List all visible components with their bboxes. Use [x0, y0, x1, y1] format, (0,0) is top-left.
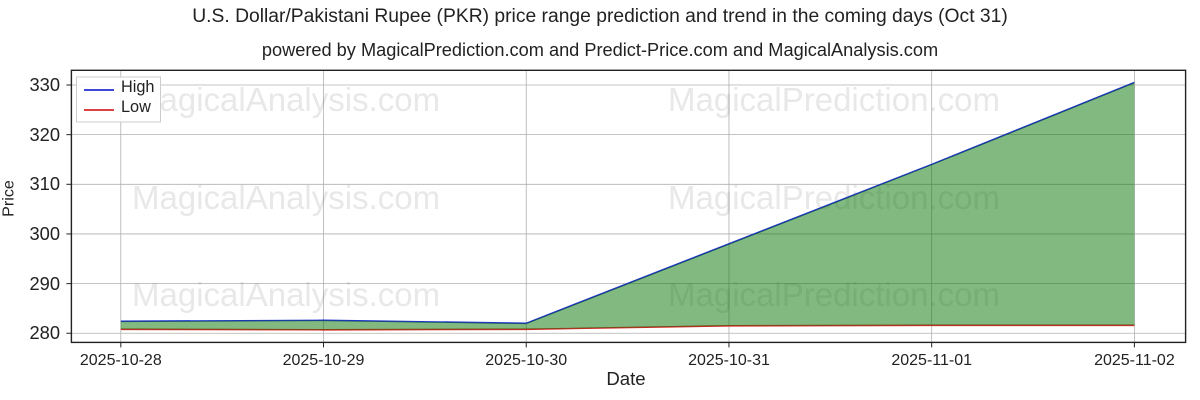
svg-text:MagicalAnalysis.com: MagicalAnalysis.com — [132, 276, 440, 313]
svg-text:MagicalPrediction.com: MagicalPrediction.com — [668, 81, 1000, 118]
svg-text:MagicalAnalysis.com: MagicalAnalysis.com — [132, 179, 440, 216]
svg-text:MagicalAnalysis.com: MagicalAnalysis.com — [132, 81, 440, 118]
